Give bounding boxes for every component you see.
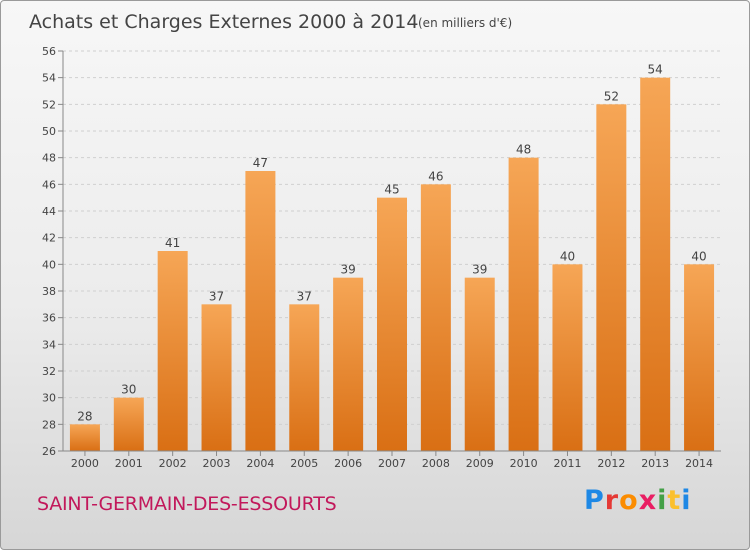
x-tick-label: 2013: [641, 457, 669, 470]
chart-title: Achats et Charges Externes 2000 à 2014: [29, 11, 418, 33]
y-tick-label: 36: [42, 312, 56, 325]
y-tick-label: 34: [42, 338, 56, 351]
y-tick-label: 44: [42, 205, 56, 218]
y-tick-label: 30: [42, 392, 56, 405]
data-label: 48: [516, 143, 531, 157]
data-label: 39: [340, 263, 355, 277]
data-label: 47: [253, 156, 268, 170]
bars: 28 30 41 37 47 37 39 45 46 39 48 40 52 54 40: [69, 63, 715, 452]
data-label: 54: [648, 63, 663, 77]
bar: [377, 197, 407, 451]
y-tick-label: 38: [42, 285, 56, 298]
x-tick-label: 2008: [422, 457, 450, 470]
x-tick-label: 2000: [71, 457, 99, 470]
x-tick-label: 2003: [203, 457, 231, 470]
x-tick-label: 2006: [334, 457, 362, 470]
logo-letter: i: [681, 485, 692, 516]
x-tick-label: 2010: [510, 457, 538, 470]
bar: [464, 277, 495, 451]
logo-letter: P: [584, 485, 605, 516]
x-tick-label: 2014: [685, 457, 713, 470]
bar: [333, 277, 364, 451]
bar: [113, 397, 144, 451]
x-tick-label: 2011: [553, 457, 581, 470]
y-tick-label: 42: [42, 232, 56, 245]
data-label: 37: [297, 289, 312, 303]
logo-letter: i: [657, 485, 668, 516]
logo-letter: t: [667, 485, 682, 516]
x-tick-label: 2005: [290, 457, 318, 470]
commune-name: SAINT-GERMAIN-DES-ESSOURTS: [37, 493, 337, 515]
x-tick-label: 2004: [246, 457, 274, 470]
data-label: 28: [77, 409, 92, 423]
bar: [420, 184, 451, 452]
x-tick-label: 2012: [597, 457, 625, 470]
logo-letter: r: [604, 485, 620, 516]
logo-letter: x: [638, 485, 658, 516]
y-tick-label: 56: [42, 45, 56, 58]
bar: [508, 157, 539, 451]
bar: [157, 251, 188, 451]
x-tick-label: 2002: [159, 457, 187, 470]
chart-subtitle: (en milliers d'€): [418, 16, 512, 30]
bar: [289, 304, 320, 451]
bar: [245, 171, 276, 451]
data-label: 40: [560, 249, 575, 263]
bar: [201, 304, 232, 451]
x-tick-label: 2007: [378, 457, 406, 470]
bar: [684, 264, 715, 451]
y-tick-label: 40: [42, 258, 56, 271]
y-tick-label: 28: [42, 418, 56, 431]
x-tick-label: 2009: [466, 457, 494, 470]
proxiti-logo: Proxiti: [584, 485, 692, 516]
axes: 26 28 30 32 34 36 38 40 42 44 46 48 50 52 54 56 2000 2001…: [42, 45, 721, 470]
y-tick-label: 50: [42, 125, 56, 138]
y-tick-label: 46: [42, 178, 56, 191]
x-tick-label: 2001: [115, 457, 143, 470]
bar: [596, 104, 627, 451]
logo-letter: o: [619, 485, 639, 516]
data-label: 30: [121, 383, 136, 397]
data-label: 45: [384, 183, 399, 197]
data-label: 37: [209, 289, 224, 303]
y-tick-label: 54: [42, 72, 56, 85]
data-label: 40: [691, 249, 706, 263]
data-label: 41: [165, 236, 180, 250]
data-label: 52: [604, 89, 619, 103]
data-label: 39: [472, 263, 487, 277]
y-tick-label: 52: [42, 98, 56, 111]
y-tick-label: 48: [42, 152, 56, 165]
bar: [69, 424, 100, 451]
bar: [552, 264, 583, 451]
bar: [640, 77, 671, 452]
y-tick-label: 32: [42, 365, 56, 378]
y-tick-label: 26: [42, 445, 56, 458]
data-label: 46: [428, 169, 443, 183]
